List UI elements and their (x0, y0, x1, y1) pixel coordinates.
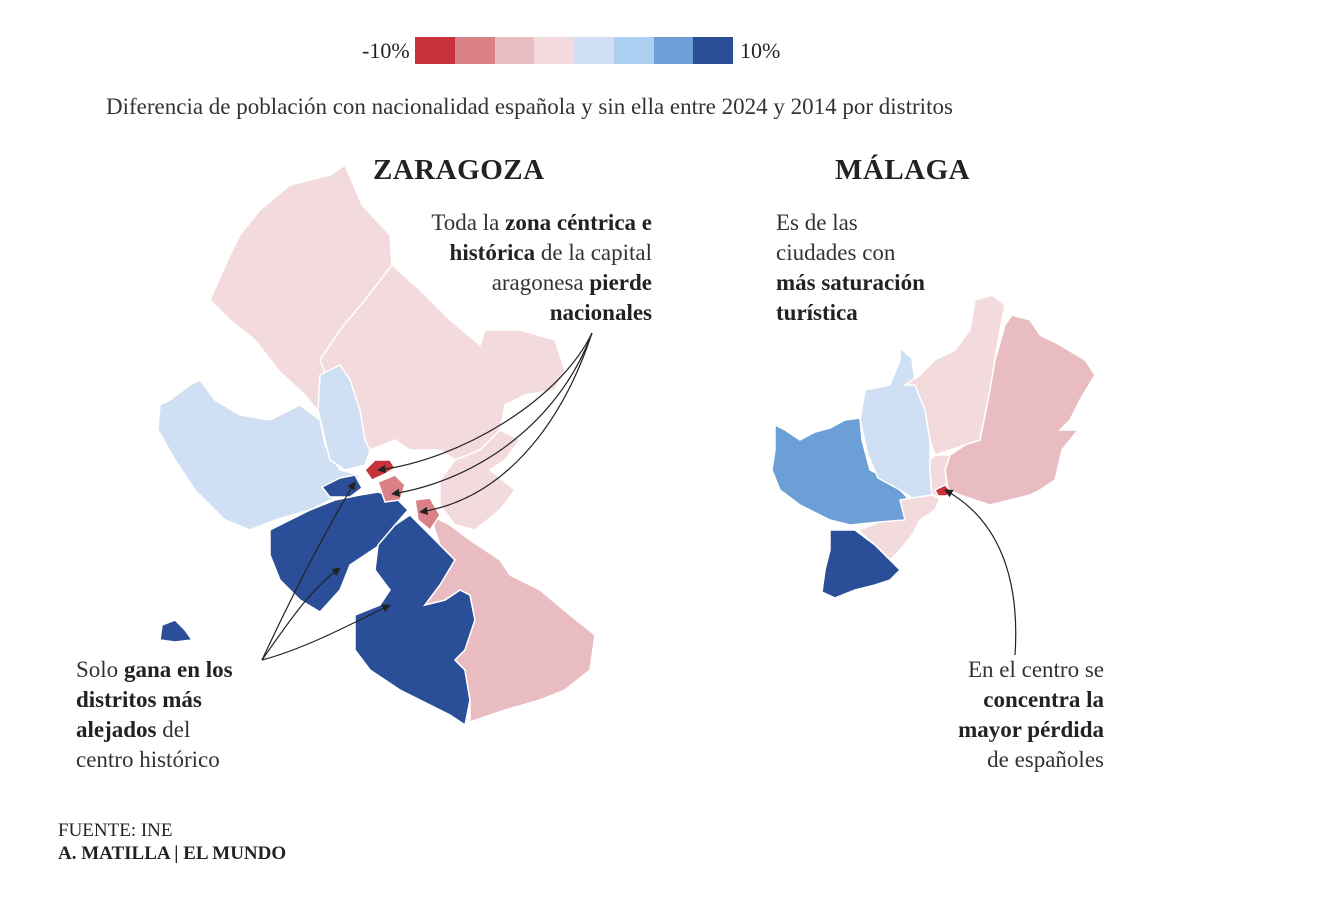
malaga-tourism-annotation: Es de las ciudades con más saturación tu… (776, 208, 925, 328)
annotation-text: aragonesa (491, 270, 590, 295)
annotation-bold-text: pierde (589, 270, 652, 295)
malaga-center-annotation: En el centro se concentra la mayor pérdi… (958, 655, 1104, 775)
zaragoza-outer-annotation: Solo gana en los distritos más alejados … (76, 655, 233, 775)
malaga-title: MÁLAGA (835, 154, 971, 186)
annotation-bold-text: nacionales (549, 300, 652, 325)
legend-swatch (574, 37, 614, 64)
legend-swatch (653, 37, 694, 64)
zaragoza-map (157, 163, 596, 727)
source-label: FUENTE: INE (58, 820, 173, 841)
legend-swatch (693, 37, 733, 64)
map-subtitle: Diferencia de población con nacionalidad… (106, 94, 953, 119)
zaragoza-district-exclave (159, 619, 194, 643)
annotation-bold-text: gana en los (123, 657, 233, 682)
annotation-bold-text: concentra la (983, 687, 1104, 712)
annotation-bold-text: turística (776, 300, 858, 325)
annotation-text: Solo (76, 657, 124, 682)
zaragoza-center-annotation: Toda la zona céntrica e histórica de la … (431, 208, 652, 328)
annotation-bold-text: zona céntrica e (505, 210, 652, 235)
malaga-district-campanillas (771, 417, 913, 526)
legend-swatch (494, 37, 535, 64)
annotation-text: del (156, 717, 191, 742)
annotation-text: En el centro se (967, 657, 1104, 682)
legend-swatch (534, 37, 574, 64)
annotation-text: de la capital (535, 240, 652, 265)
annotation-text: centro histórico (76, 747, 220, 772)
annotation-bold-text: histórica (449, 240, 536, 265)
legend-swatch (415, 37, 455, 64)
annotation-bold-text: mayor pérdida (958, 717, 1104, 742)
zaragoza-district-east (439, 429, 522, 531)
annotation-text: de españoles (987, 747, 1104, 772)
annotation-text: ciudades con (776, 240, 896, 265)
zaragoza-title: ZARAGOZA (373, 154, 545, 186)
annotation-arrows (261, 332, 1017, 661)
zaragoza-district-southeast (423, 513, 596, 724)
malaga-district-carretera-cadiz (821, 529, 902, 599)
annotation-bold-text: más saturación (776, 270, 925, 295)
zaragoza-district-west-2 (317, 364, 371, 471)
legend-swatch (613, 37, 654, 64)
legend-min-label: -10% (362, 38, 410, 63)
zaragoza-district-northeast (319, 263, 566, 461)
legend-max-label: 10% (740, 38, 781, 63)
malaga-map (771, 294, 1096, 599)
annotation-text: Es de las (776, 210, 858, 235)
credit-label: A. MATILLA | EL MUNDO (58, 843, 287, 864)
legend-color-scale (415, 37, 733, 64)
malaga-district-este (944, 314, 1096, 506)
annotation-bold-text: distritos más (76, 687, 202, 712)
annotation-text: Toda la (431, 210, 506, 235)
legend-swatch (454, 37, 495, 64)
annotation-bold-text: alejados (76, 717, 157, 742)
zaragoza-district-delicias (320, 474, 363, 498)
